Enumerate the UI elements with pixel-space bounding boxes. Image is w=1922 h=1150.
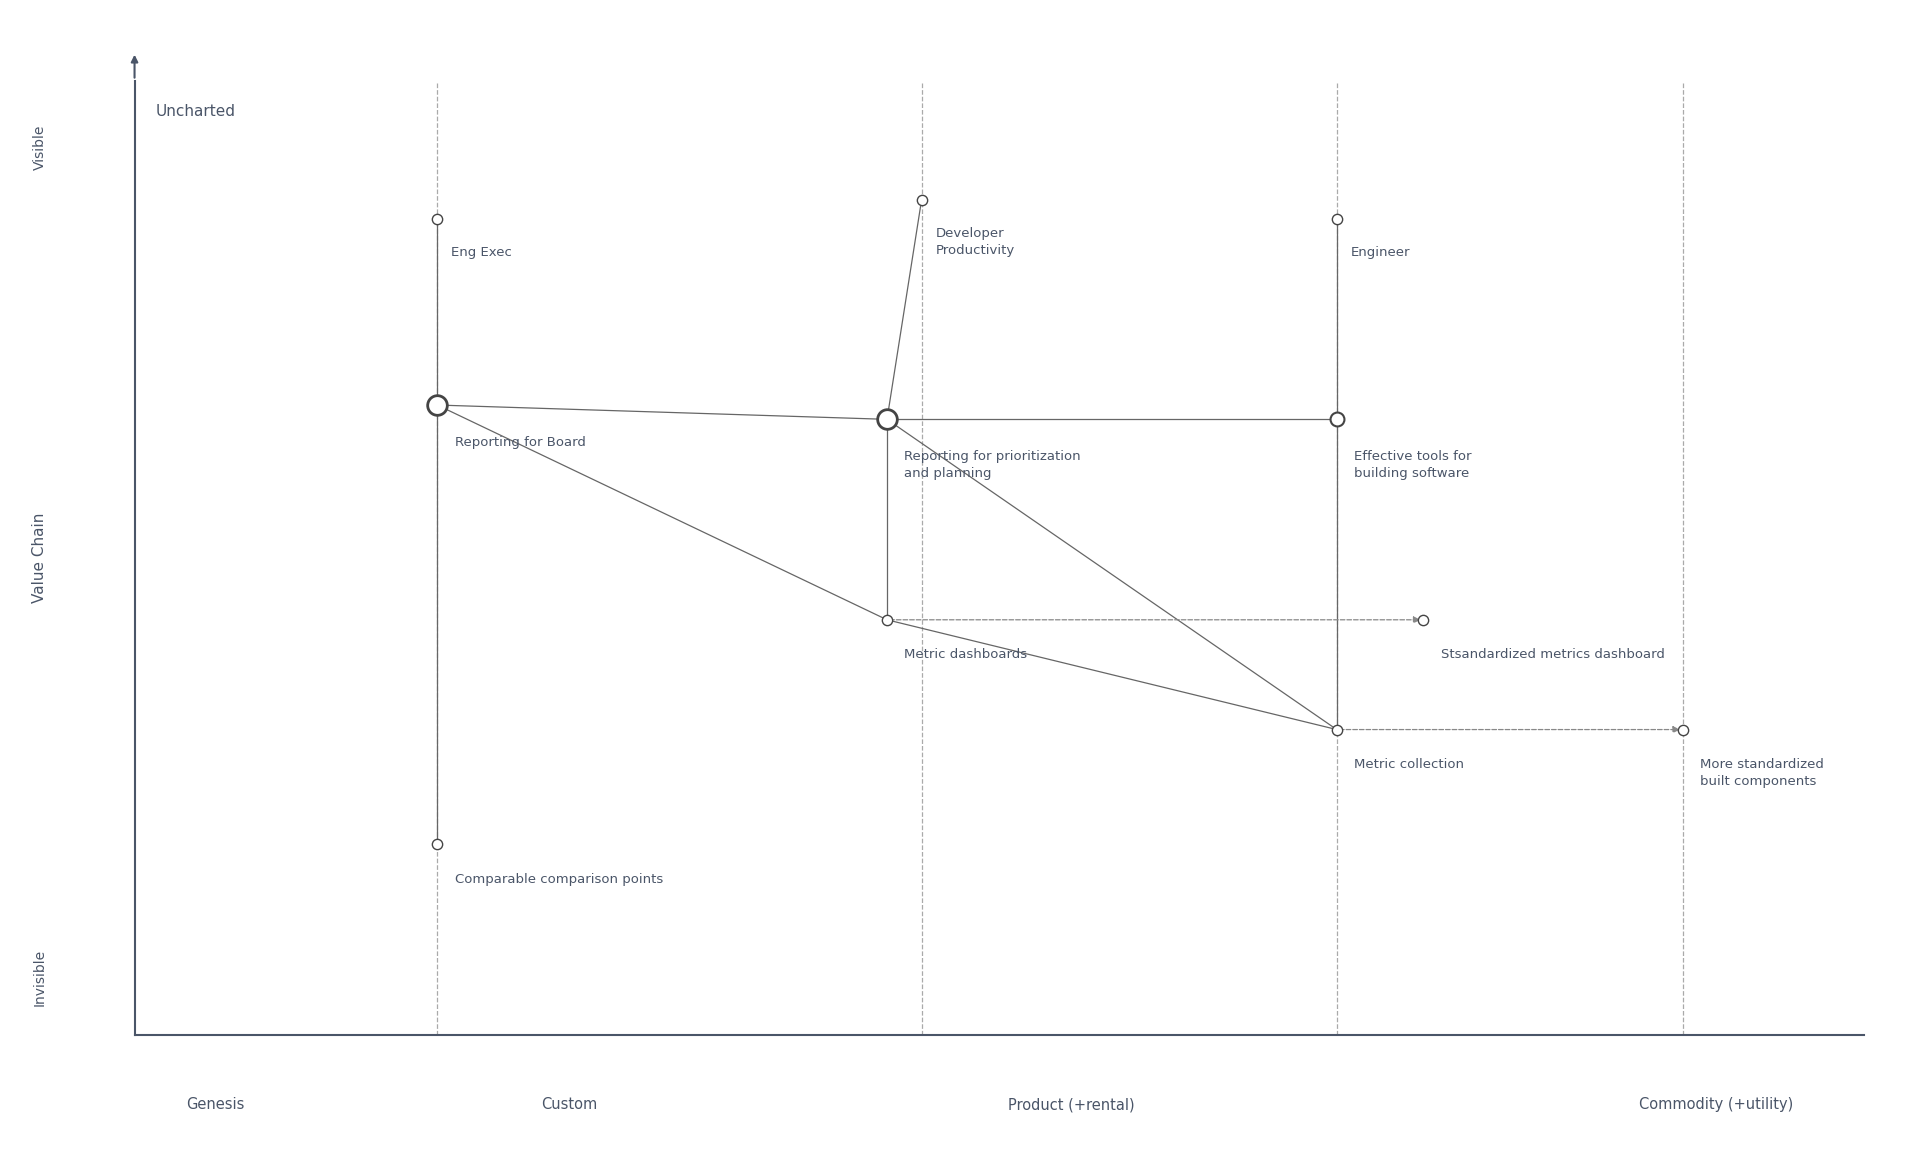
Text: More standardized
built components: More standardized built components <box>1701 758 1824 788</box>
Text: Reporting for prioritization
and planning: Reporting for prioritization and plannin… <box>905 450 1080 480</box>
Text: Custom: Custom <box>542 1097 598 1112</box>
Point <box>1407 611 1438 629</box>
Text: Visible: Visible <box>33 124 46 170</box>
Text: Product (+rental): Product (+rental) <box>1007 1097 1134 1112</box>
Point <box>423 835 454 853</box>
Text: Stsandardized metrics dashboard: Stsandardized metrics dashboard <box>1442 649 1664 661</box>
Text: Metric dashboards: Metric dashboards <box>905 649 1028 661</box>
Point <box>423 396 454 414</box>
Text: Reporting for Board: Reporting for Board <box>456 436 586 449</box>
Text: Engineer: Engineer <box>1351 246 1411 259</box>
Text: Comparable comparison points: Comparable comparison points <box>456 873 663 886</box>
Text: Developer
Productivity: Developer Productivity <box>936 227 1015 256</box>
Text: Eng Exec: Eng Exec <box>452 246 511 259</box>
Point <box>1668 720 1699 738</box>
Point <box>907 191 938 209</box>
Point <box>1320 720 1351 738</box>
Text: Uncharted: Uncharted <box>156 105 234 120</box>
Text: Genesis: Genesis <box>186 1097 244 1112</box>
Point <box>873 611 903 629</box>
Point <box>423 209 454 228</box>
Point <box>1320 209 1351 228</box>
Point <box>1320 411 1351 429</box>
Text: Value Chain: Value Chain <box>33 513 46 603</box>
Text: Effective tools for
building software: Effective tools for building software <box>1353 450 1472 480</box>
Text: Invisible: Invisible <box>33 949 46 1006</box>
Text: Metric collection: Metric collection <box>1353 758 1465 772</box>
Point <box>873 411 903 429</box>
Text: Commodity (+utility): Commodity (+utility) <box>1639 1097 1793 1112</box>
